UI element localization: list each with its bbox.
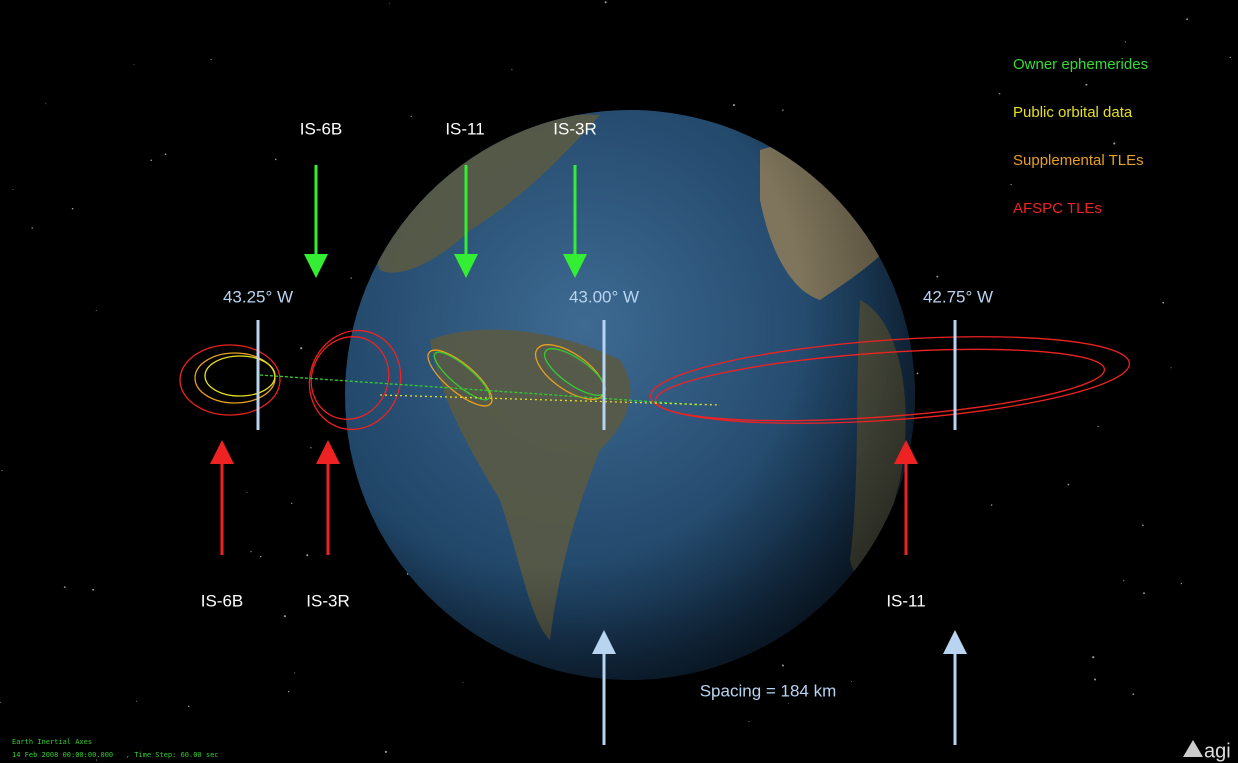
status-text: Earth Inertial Axes	[12, 738, 92, 746]
status-text: 14 Feb 2008 00:00:00.000 , Time Step: 60…	[12, 751, 219, 759]
star	[1143, 592, 1145, 595]
satellite-label: IS-11	[886, 591, 925, 610]
star	[136, 700, 138, 702]
star	[1097, 425, 1099, 427]
star	[0, 701, 1, 704]
longitude-label: 43.25° W	[223, 287, 293, 306]
star	[95, 309, 97, 311]
star	[133, 64, 135, 66]
star	[1229, 56, 1231, 59]
star	[1085, 83, 1088, 86]
logo: agi	[1183, 740, 1231, 762]
star	[1186, 18, 1189, 21]
star	[462, 681, 464, 683]
star	[246, 491, 248, 493]
star	[259, 555, 262, 558]
star	[1094, 678, 1097, 681]
reference-lines	[256, 320, 957, 430]
star	[1124, 41, 1126, 43]
star	[12, 188, 14, 190]
star	[31, 227, 33, 229]
star	[164, 153, 167, 156]
star	[287, 690, 290, 693]
star	[250, 551, 252, 553]
star	[732, 104, 736, 107]
star	[210, 59, 212, 61]
star	[1142, 524, 1144, 527]
star	[748, 721, 750, 723]
star	[788, 703, 789, 705]
arrows	[210, 165, 967, 745]
star	[350, 277, 352, 279]
star	[95, 759, 97, 761]
star	[150, 159, 153, 162]
star	[275, 158, 277, 161]
globe	[345, 110, 915, 680]
legend-entry: Public orbital data	[1013, 104, 1133, 121]
spacing-label: Spacing = 184 km	[700, 681, 837, 700]
legend-entry: AFSPC TLEs	[1013, 200, 1102, 217]
star	[63, 586, 66, 588]
legend-entry: Supplemental TLEs	[1013, 152, 1144, 169]
legend-entry: Owner ephemerides	[1013, 56, 1148, 73]
satellite-label: IS-11	[445, 119, 484, 138]
star	[1180, 582, 1183, 585]
star	[1123, 580, 1125, 582]
satellite-label: IS-3R	[553, 119, 596, 138]
longitude-label: 42.75° W	[923, 287, 993, 306]
satellite-label: IS-6B	[201, 591, 244, 610]
star	[511, 69, 513, 71]
star	[1067, 483, 1070, 486]
star	[1113, 142, 1116, 145]
longitude-label: 43.00° W	[569, 287, 639, 306]
star	[1010, 183, 1012, 186]
star	[604, 1, 607, 4]
star	[45, 103, 47, 105]
star	[294, 672, 296, 674]
star	[388, 2, 390, 4]
satellite-label: IS-6B	[300, 119, 343, 138]
star	[1132, 693, 1135, 696]
star	[187, 705, 190, 707]
star	[1, 470, 3, 472]
star	[283, 615, 286, 618]
star	[713, 694, 716, 697]
star	[291, 502, 293, 504]
star	[310, 447, 312, 449]
star	[71, 207, 74, 210]
logo-text: agi	[1204, 740, 1231, 762]
star	[306, 554, 309, 557]
star	[781, 664, 784, 667]
star	[936, 275, 939, 278]
satellite-label: IS-3R	[306, 591, 349, 610]
star	[782, 109, 784, 111]
star	[851, 680, 853, 682]
star	[300, 347, 303, 350]
star	[916, 372, 919, 375]
star	[1170, 367, 1172, 369]
star	[998, 92, 1001, 95]
star	[92, 588, 95, 591]
star	[990, 504, 993, 506]
star	[384, 750, 387, 754]
star	[410, 115, 412, 118]
star	[1092, 656, 1095, 659]
star	[1162, 301, 1165, 304]
